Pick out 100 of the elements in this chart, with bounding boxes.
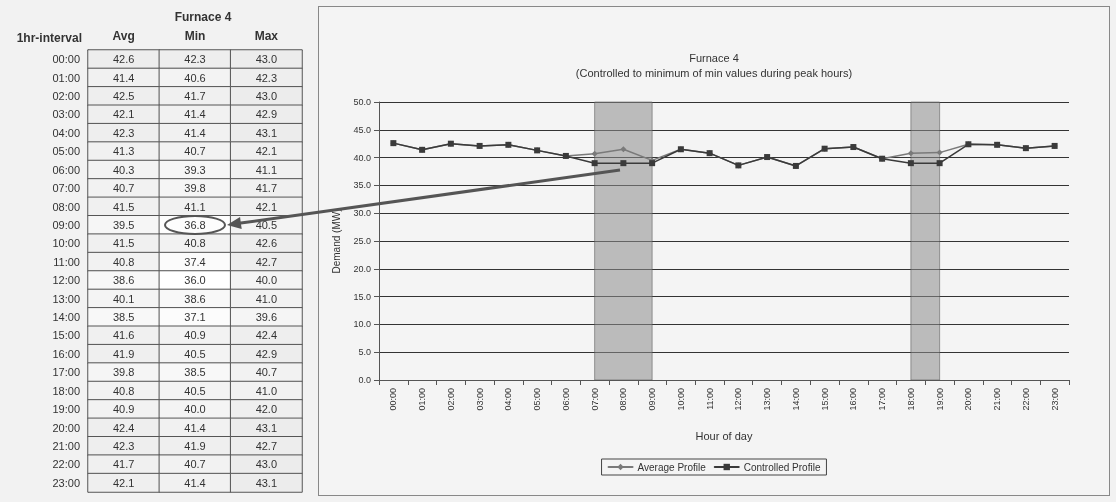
data-label: 41.7 — [184, 90, 206, 103]
data-label: 43.0 — [255, 458, 278, 471]
data-label: 42.7 — [255, 439, 278, 452]
y-tick-label: 21:00 — [52, 439, 80, 452]
y-tick-label: 13:00 — [52, 292, 80, 305]
x-tick-label: 21:00 — [992, 388, 1003, 411]
x-tick-label: 11:00 — [704, 388, 715, 410]
x-tick-label: Avg — [112, 29, 135, 43]
data-label: 43.1 — [255, 421, 278, 434]
data-label: 42.0 — [255, 403, 278, 416]
y-tick-label: 08:00 — [52, 200, 80, 213]
data-label: 40.7 — [184, 458, 206, 471]
x-tick-label: 12:00 — [733, 388, 744, 411]
y-tick-label: 10:00 — [52, 237, 80, 250]
data-label: 39.5 — [112, 218, 135, 231]
x-tick-label: 03:00 — [474, 388, 485, 411]
data-label: 39.8 — [112, 366, 135, 379]
data-label: 40.8 — [184, 237, 206, 250]
data-label: 41.0 — [255, 384, 278, 397]
x-tick-label: 20:00 — [963, 388, 974, 411]
x-tick-label: 00:00 — [388, 388, 399, 411]
data-label: 42.3 — [255, 71, 278, 84]
y-tick-label: 30.0 — [353, 208, 371, 219]
data-label: 42.7 — [255, 255, 278, 268]
data-label: 41.9 — [112, 347, 135, 360]
data-label: 40.5 — [184, 347, 206, 360]
data-label: 36.8 — [184, 218, 206, 231]
x-tick-label: 16:00 — [848, 388, 859, 411]
y-tick-label: 35.0 — [353, 180, 371, 191]
y-tick-label: 23:00 — [52, 476, 80, 489]
x-tick-label: 19:00 — [934, 388, 945, 411]
x-tick-label: 08:00 — [618, 388, 629, 411]
data-label: 42.1 — [112, 476, 135, 489]
y-tick-label: 03:00 — [52, 108, 80, 121]
data-label: 42.4 — [255, 329, 278, 342]
data-label: 42.3 — [112, 439, 135, 452]
point — [620, 160, 627, 167]
point — [907, 150, 914, 157]
data-label: 40.0 — [255, 274, 278, 287]
data-label: 40.1 — [112, 292, 135, 305]
data-label: 41.7 — [112, 458, 135, 471]
x-tick-label: 10:00 — [675, 388, 686, 411]
x-tick-label: 07:00 — [589, 388, 600, 411]
data-label: 40.7 — [255, 366, 278, 379]
x-tick-label: 09:00 — [647, 388, 658, 411]
data-label: 40.7 — [184, 145, 206, 158]
y-tick-label: 06:00 — [52, 163, 80, 176]
data-label: 42.1 — [255, 200, 278, 213]
data-label: 43.1 — [255, 476, 278, 489]
data-label: 40.8 — [112, 384, 135, 397]
chart-title: Furnace 4 — [689, 51, 739, 64]
x-tick-label: 17:00 — [877, 388, 888, 411]
data-label: 40.7 — [112, 182, 135, 195]
x-tick-label: 23:00 — [1049, 388, 1060, 411]
y-axis-title: 1hr-interval — [16, 31, 82, 45]
data-label: 41.4 — [184, 108, 206, 121]
data-label: 38.5 — [112, 311, 135, 324]
y-tick-label: 25.0 — [353, 236, 371, 246]
point — [936, 149, 943, 156]
data-label: 42.4 — [112, 421, 135, 434]
data-label: 40.9 — [184, 329, 206, 342]
data-label: 41.3 — [112, 145, 135, 158]
y-tick-label: 02:00 — [52, 90, 80, 103]
data-label: 39.8 — [184, 182, 206, 195]
legend-label: Controlled Profile — [743, 461, 821, 473]
y-tick-label: 11:00 — [53, 255, 80, 268]
data-label: 43.0 — [255, 53, 278, 66]
data-label: 38.6 — [184, 292, 206, 305]
data-label: 41.1 — [184, 200, 206, 213]
data-label: 40.5 — [184, 384, 206, 397]
data-label: 41.6 — [112, 329, 135, 342]
y-tick-label: 0.0 — [358, 375, 371, 385]
y-tick-label: 20:00 — [52, 421, 80, 434]
data-label: 41.4 — [184, 421, 206, 434]
x-tick-label: 05:00 — [532, 388, 543, 411]
data-label: 41.5 — [112, 200, 135, 213]
data-label: 42.1 — [255, 145, 278, 158]
y-tick-label: 05:00 — [52, 145, 80, 158]
data-label: 41.4 — [112, 71, 135, 84]
x-tick-label: 13:00 — [762, 388, 773, 411]
data-label: 42.1 — [112, 108, 135, 121]
data-label: 41.9 — [184, 439, 206, 452]
y-tick-label: 16:00 — [52, 347, 80, 360]
chart-subtitle: (Controlled to minimum of min values during peak hours) — [575, 66, 853, 79]
point — [591, 160, 598, 167]
x-tick-label: Max — [254, 29, 279, 43]
data-label: 40.9 — [112, 403, 135, 416]
data-label: 38.6 — [112, 274, 135, 287]
data-label: 40.5 — [255, 218, 278, 231]
point — [620, 146, 627, 153]
x-axis-title: Hour of day — [695, 429, 753, 442]
data-label: 43.0 — [255, 90, 278, 103]
point — [907, 160, 914, 167]
point — [591, 150, 598, 157]
y-tick-label: 10.0 — [353, 319, 371, 330]
x-tick-label: 06:00 — [560, 388, 571, 411]
data-label: 42.9 — [255, 347, 278, 360]
x-tick-label: 02:00 — [445, 388, 456, 411]
x-tick-label: 15:00 — [819, 388, 830, 411]
data-label: 42.6 — [255, 237, 278, 250]
